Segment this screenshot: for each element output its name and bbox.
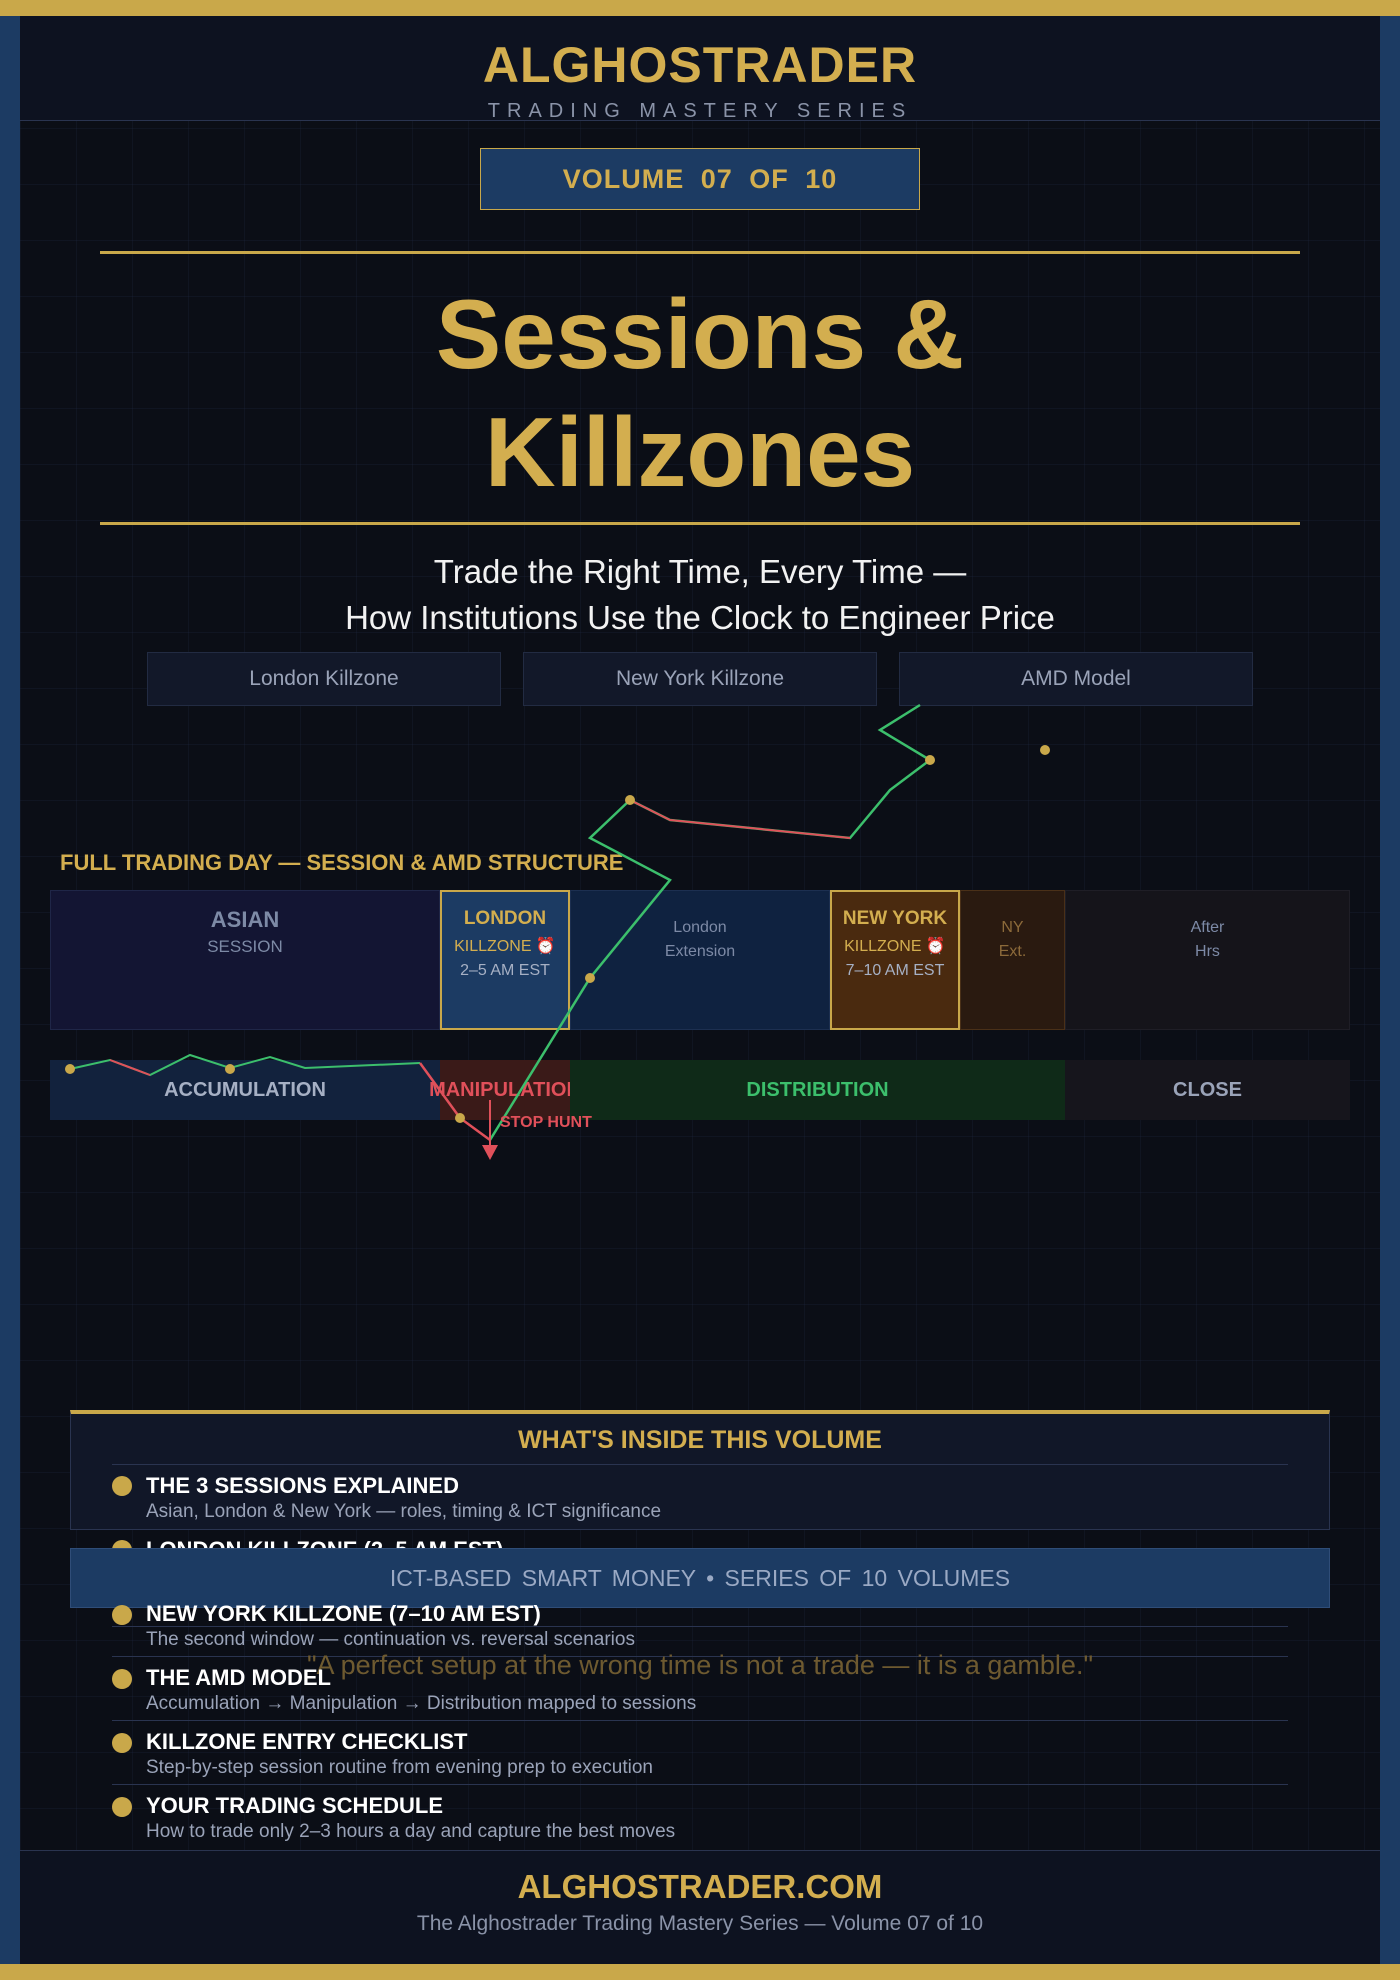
item-desc-1: Asian, London & New York — roles, timing… [146,1501,662,1522]
session-newyork-killzone: NEW YORK KILLZONE ⏰ 7–10 AM EST [830,890,960,1030]
subtitle-line1: Trade the Right Time, Every Time — [433,553,967,590]
session-after-sub: Hrs [1195,943,1220,960]
phase-distribution: DISTRIBUTION [570,1060,1065,1120]
bullet-icon [112,1669,132,1689]
session-london-ext-name: London [673,919,727,936]
item-title-4: THE AMD MODEL [146,1665,331,1690]
bullet-icon [112,1605,132,1625]
footer [20,1850,1380,1964]
price-point-6 [925,755,935,765]
bullet-icon [112,1733,132,1753]
session-london-extension: London Extension [570,890,830,1030]
top-border [0,0,1400,16]
stop-hunt-arrow [482,1145,498,1160]
page-title-line2: Killzones [484,397,916,507]
brand-name: ALGHOSTRADER [482,37,918,93]
distribution-pullback [629,799,851,839]
header [20,16,1380,121]
session-newyork-time: 7–10 AM EST [845,962,945,979]
tag-amd-model: AMD Model [899,652,1253,706]
series-strip: ICT-BASED SMART MONEY • SERIES OF 10 VOL… [70,1548,1330,1608]
session-london-ext-sub: Extension [664,943,736,960]
item-title-1: THE 3 SESSIONS EXPLAINED [146,1473,459,1498]
price-point-4 [585,973,595,983]
inside-rule [112,1464,1288,1465]
item-rule [112,1626,1288,1627]
price-point-3 [455,1113,465,1123]
item-rule [112,1784,1288,1785]
session-ny-ext-sub: Ext. [998,943,1027,960]
price-point-1 [65,1064,75,1074]
item-title-6: YOUR TRADING SCHEDULE [146,1793,444,1818]
footer-subtitle: The Alghostrader Trading Mastery Series … [416,1912,984,1935]
quote: "A perfect setup at the wrong time is no… [306,1650,1094,1680]
item-desc-4: Accumulation → Manipulation → Distributi… [146,1693,697,1714]
title-rule-bottom [100,522,1300,525]
series-name: TRADING MASTERY SERIES [487,100,913,122]
bullet-icon [112,1797,132,1817]
tag-london-killzone: London Killzone [147,652,501,706]
item-desc-6: How to trade only 2–3 hours a day and ca… [146,1821,676,1842]
item-desc-5: Step-by-step session routine from evenin… [146,1757,653,1778]
item-rule [112,1720,1288,1721]
item-title-5: KILLZONE ENTRY CHECKLIST [146,1729,468,1754]
price-point-5 [625,795,635,805]
subtitle-line2: How Institutions Use the Clock to Engine… [345,599,1055,636]
diagram-label: FULL TRADING DAY — SESSION & AMD STRUCTU… [60,850,624,875]
session-london-sub: KILLZONE ⏰ [454,938,556,955]
left-border [0,16,20,1964]
price-point-2 [225,1064,235,1074]
footer-brand[interactable]: ALGHOSTRADER.COM [517,1868,883,1905]
session-newyork-sub: KILLZONE ⏰ [844,938,946,955]
volume-badge: VOLUME 07 OF 10 [480,148,920,210]
session-asian-name: ASIAN [210,907,280,932]
session-london-time: 2–5 AM EST [460,962,550,979]
right-border [1380,16,1400,1964]
item-rule [112,1656,1288,1657]
title-rule-top [100,251,1300,254]
inside-title: WHAT'S INSIDE THIS VOLUME [518,1426,882,1454]
session-asian-sub: SESSION [207,937,283,956]
page-title-line1: Sessions & [435,279,965,389]
phase-manipulation: MANIPULATION [429,1060,581,1120]
manipulation-drop [418,1062,491,1142]
session-ny-ext-name: NY [1001,919,1024,936]
accumulation-path-down [109,1059,151,1076]
phase-accumulation: ACCUMULATION [50,1060,440,1120]
session-london-name: LONDON [463,908,547,929]
session-asian: ASIAN SESSION [50,890,440,1030]
tag-new-york-killzone: New York Killzone [523,652,877,706]
session-after-name: After [1190,919,1225,936]
item-title-3: NEW YORK KILLZONE (7–10 AM EST) [146,1601,541,1626]
session-after-hours: After Hrs [1065,890,1350,1030]
phase-close: CLOSE [1065,1060,1350,1120]
inside-panel [70,1410,1330,1530]
price-point-7 [1040,745,1050,755]
session-london-killzone: LONDON KILLZONE ⏰ 2–5 AM EST [440,890,570,1030]
bullet-icon [112,1476,132,1496]
distribution-rally [488,703,933,1141]
item-desc-3: The second window — continuation vs. rev… [146,1629,635,1650]
stop-hunt-label: STOP HUNT [500,1114,592,1131]
bottom-border [0,1964,1400,1980]
session-ny-extension: NY Ext. [960,890,1065,1030]
session-newyork-name: NEW YORK [842,908,948,929]
